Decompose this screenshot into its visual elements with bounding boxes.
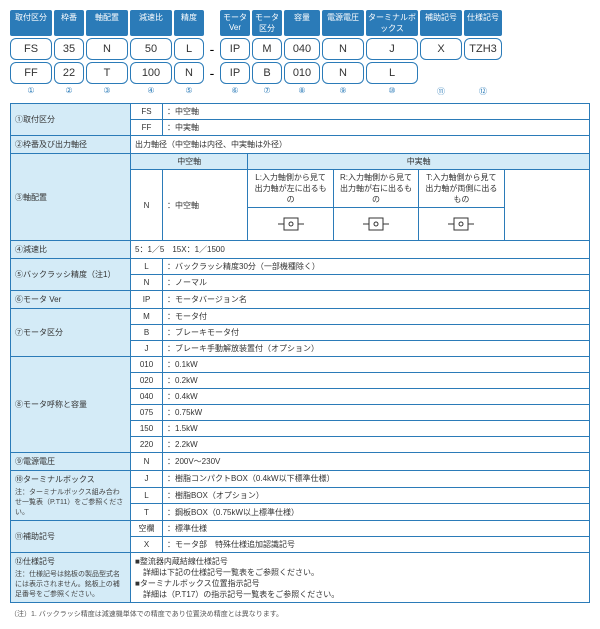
footnote: （注）1. バックラッシ精度は減速機単体での精度であり位置決め精度とは異なります… xyxy=(10,609,590,619)
number-row: ①②③④⑤⑥⑦⑧⑨⑩⑪⑫ xyxy=(10,86,590,97)
header-label-row: 取付区分枠番軸配置減速比精度モータVerモータ区分容量電源電圧ターミナルボックス… xyxy=(10,10,590,36)
spec-table: ①取付区分FS：中空軸FF：中実軸②枠番及び出力軸径出力軸径（中空軸は内径、中実… xyxy=(10,103,590,603)
code-row-1: FS35N50L-IPM040NJXTZH3 xyxy=(10,38,590,60)
code-row-2: FF22T100N-IPB010NL xyxy=(10,62,590,84)
